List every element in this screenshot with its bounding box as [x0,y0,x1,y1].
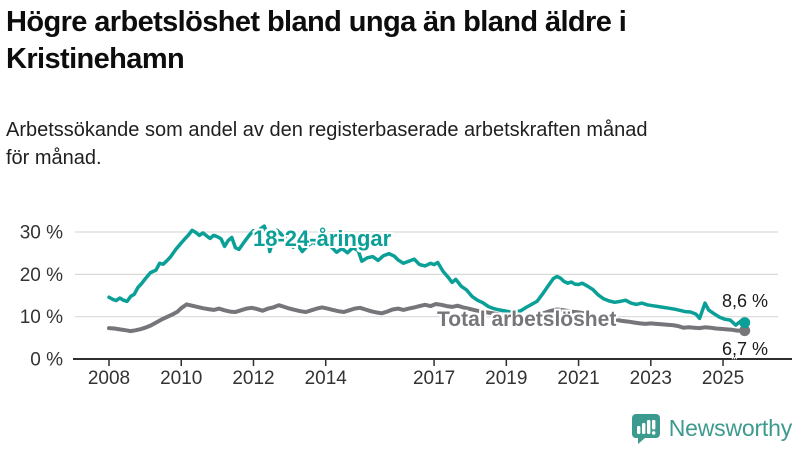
series-line [107,224,747,327]
series-label-young: 18-24-åringar [253,226,392,251]
x-tick-label: 2014 [305,368,348,389]
x-tick-label: 2010 [160,368,202,389]
x-tick-label: 2025 [702,368,744,389]
y-tick-label: 30 % [20,223,63,244]
page-title-line2: Kristinehamn [6,43,185,75]
y-tick-label: 20 % [20,265,63,286]
y-tick-label: 0 % [30,350,63,371]
chart-subtitle: Arbetssökande som andel av den registerb… [6,116,792,172]
page-title: Högre arbetslöshet bland unga än bland ä… [6,4,792,78]
page-title-line1: Högre arbetslöshet bland unga än bland ä… [6,6,627,38]
x-tick-label: 2008 [88,368,130,389]
x-tick-label: 2023 [630,368,672,389]
y-tick-label: 10 % [20,307,63,328]
series-label-total: Total arbetslöshet [437,308,617,331]
x-tick-label: 2017 [413,368,455,389]
series-line [107,302,747,334]
newsworthy-speech-bubble-bar-chart-icon [631,414,660,444]
x-tick-label: 2019 [485,368,527,389]
chart-subtitle-line1: Arbetssökande som andel av den registerb… [6,119,648,141]
brand-name: Newsworthy [668,414,792,441]
end-value-label-total: 6,7 % [722,339,769,359]
x-tick-label: 2021 [557,368,599,389]
series-end-dot [739,325,751,337]
newsworthy-logo: Newsworthy [630,412,792,444]
x-tick-label: 2012 [232,368,274,389]
end-value-label-young: 8,6 % [722,291,769,311]
series-end-dot [739,317,751,329]
chart-subtitle-line2: för månad. [6,147,102,169]
